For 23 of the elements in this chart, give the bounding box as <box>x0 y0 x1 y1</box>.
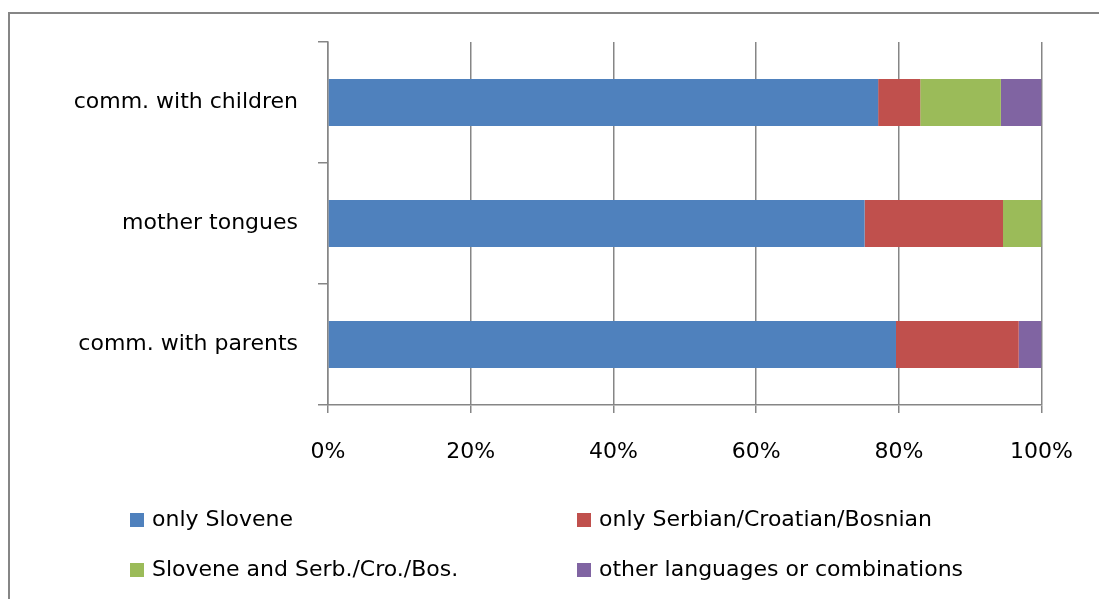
bar <box>878 78 921 127</box>
bar <box>895 320 1019 369</box>
bar <box>1003 199 1042 248</box>
x-tick-label: 60% <box>731 437 781 463</box>
bar <box>920 78 1001 127</box>
x-tick-label: 40% <box>588 437 638 463</box>
y-tick-label: mother tongues <box>122 209 298 235</box>
bar <box>328 320 896 369</box>
y-tick-label: comm. with children <box>73 88 298 114</box>
bar <box>1018 320 1042 369</box>
legend-label: only Serbian/Croatian/Bosnian <box>599 505 932 531</box>
bar <box>1000 78 1042 127</box>
legend-label: only Slovene <box>152 505 294 531</box>
x-tick-label: 80% <box>874 437 924 463</box>
bar <box>328 78 879 127</box>
bar <box>328 199 865 248</box>
y-tick-label: comm. with parents <box>78 330 298 356</box>
x-tick-label: 20% <box>446 437 496 463</box>
x-tick-label: 0% <box>310 437 346 463</box>
legend-label: Slovene and Serb./Cro./Bos. <box>152 555 459 581</box>
x-tick-label: 100% <box>1010 437 1074 463</box>
bar <box>864 199 1004 248</box>
legend-label: other languages or combinations <box>599 555 964 581</box>
